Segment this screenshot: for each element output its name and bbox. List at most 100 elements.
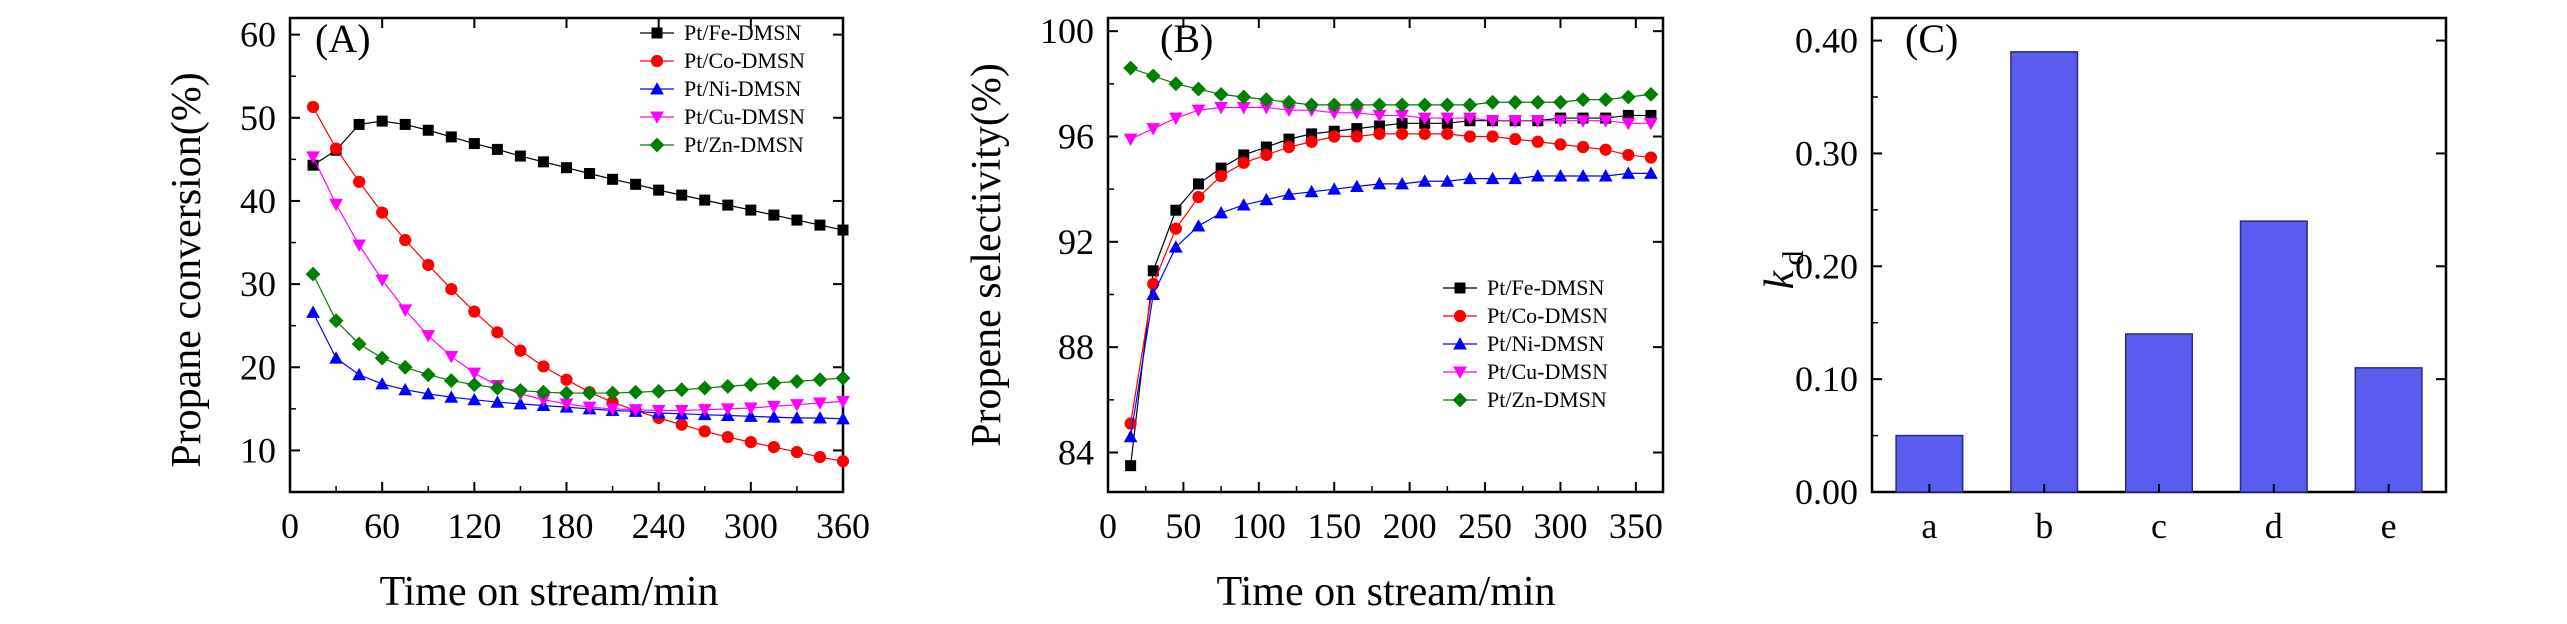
panel-a-data-point [420, 367, 436, 383]
panel-b-data-point [1327, 182, 1342, 195]
panel-b-data-point [1191, 104, 1206, 118]
panel-b-data-point [1123, 429, 1138, 443]
panel-b-xtick-label: 0 [1099, 506, 1117, 546]
panel-a-data-point [443, 373, 459, 388]
panel-b-data-point [1214, 102, 1228, 115]
panel-b-data-point [1599, 143, 1612, 156]
panel-a-data-point [353, 118, 365, 130]
panel-a-data-point [837, 224, 849, 236]
panel-c-ylabel-sub: d [1777, 251, 1810, 266]
panel-a-data-point [790, 399, 804, 412]
panel-b-ylabel: Propene selectivity(%) [964, 63, 1010, 447]
panel-a-ytick-label: 20 [240, 347, 276, 387]
panel-a-legend-label: Pt/Zn-DMSN [684, 132, 804, 157]
panel-b-xtick-label: 200 [1383, 506, 1437, 546]
panel-a-data-point [537, 360, 550, 373]
panel-b-data-point [1305, 135, 1318, 148]
panel-a-data-point [444, 390, 459, 403]
panel-a-data-point [306, 151, 320, 164]
panel-a-data-point [697, 380, 713, 396]
panel-b-data-point [1328, 130, 1341, 143]
panel-b-data-point [1621, 166, 1636, 179]
panel-a-data-point [421, 330, 436, 343]
panel-a-data-point [397, 359, 413, 375]
panel-b-data-point [1373, 120, 1385, 132]
panel-b-data-point [1441, 127, 1454, 140]
panel-b-data-point [1260, 141, 1272, 153]
panel-b-data-point [1598, 169, 1613, 182]
panel-b-xtick-label: 350 [1609, 506, 1663, 546]
panel-a-legend-marker [651, 27, 663, 39]
panel-b-data-point [1147, 265, 1159, 277]
panel-b-xtick-label: 100 [1232, 506, 1286, 546]
panel-a-legend-label: Pt/Ni-DMSN [684, 76, 801, 101]
panel-c-bar-a [1895, 434, 1964, 493]
panel-b-series-pt-zn-dmsn [1123, 60, 1659, 113]
panel-b-data-point [1463, 112, 1477, 125]
panel-a-data-point [812, 372, 828, 388]
panel-b-data-point [1349, 179, 1364, 193]
panel-b-legend-marker [1454, 282, 1466, 294]
panel-b-data-point [1124, 417, 1137, 430]
panel-b-data-point [1621, 117, 1636, 131]
panel-b-data-point [1554, 138, 1567, 151]
panel-b-data-point [1486, 130, 1499, 143]
panel-b-ytick-label: 92 [1058, 222, 1094, 262]
panel-a-data-point [489, 380, 505, 396]
panel-a-ytick-label: 10 [240, 430, 276, 470]
panel-a-data-point [514, 150, 526, 162]
panel-a-data-point [582, 385, 597, 401]
panel-b-data-point [1349, 97, 1365, 113]
panel-b-data-point [1576, 169, 1590, 182]
panel-b-xtick-label: 300 [1533, 506, 1587, 546]
panel-a-data-point [720, 378, 736, 394]
panel-b-data-point [1169, 222, 1182, 235]
panel-b-data-point [1439, 97, 1455, 113]
panel-a-legend-marker [650, 54, 664, 68]
panel-b-legend-marker [1453, 366, 1467, 379]
panel-b-data-point [1236, 89, 1252, 105]
panel-b-legend-marker [1453, 309, 1467, 323]
panel-b-ytick-label: 84 [1058, 433, 1094, 473]
panel-b-data-point [1259, 192, 1274, 206]
panel-b-data-point [1349, 107, 1364, 120]
panel-b-data-point [1282, 104, 1296, 118]
panel-b-data-point [1170, 204, 1182, 216]
panel-b-legend-marker [1452, 392, 1468, 408]
panel-c-bar-b [2010, 51, 2079, 493]
panel-b-data-point [1576, 140, 1590, 154]
panel-a-data-point [491, 326, 504, 339]
panel-a-data-point [836, 395, 850, 409]
panel-c-bar-e [2354, 367, 2423, 493]
panel-a-data-point [791, 214, 803, 226]
panel-c-ylabel: k d [1757, 251, 1810, 290]
panel-a-data-point [374, 350, 390, 366]
panel-a-data-point [628, 384, 644, 400]
panel-b-xtick-label: 50 [1165, 506, 1201, 546]
panel-a-data-point [721, 431, 734, 444]
panel-b-data-point [1418, 127, 1431, 140]
panel-b-data-point [1396, 117, 1408, 129]
panel-a-data-point [328, 313, 344, 329]
panel-a-data-point [536, 394, 551, 407]
panel-b-data-point [1485, 171, 1500, 185]
panel-b-legend-label: Pt/Ni-DMSN [1487, 331, 1604, 356]
panel-b-data-point [1145, 68, 1161, 84]
panel-c-ytick-label: 0.20 [1795, 246, 1858, 286]
panel-a-xtick-label: 360 [816, 506, 870, 546]
panel-a-data-point [651, 383, 667, 399]
panel-b-data-point [1260, 148, 1273, 162]
panel-b-series-pt-ni-dmsn [1123, 166, 1658, 443]
panel-a-data-point [744, 436, 757, 449]
panel-a-data-point [514, 344, 527, 357]
panel-a-data-point [376, 115, 388, 127]
panel-b-data-point [1372, 109, 1387, 123]
panel-a-data-point [743, 409, 758, 422]
panel-c-xtick-label: e [2381, 506, 2397, 546]
panel-b-data-point [1553, 94, 1568, 110]
panel-a-data-point [559, 398, 574, 411]
panel-a-data-point [630, 178, 642, 190]
panel-a-label: (A) [315, 16, 371, 61]
panel-c-xtick-label: a [1921, 506, 1937, 546]
panel-b-data-point [1146, 123, 1161, 136]
